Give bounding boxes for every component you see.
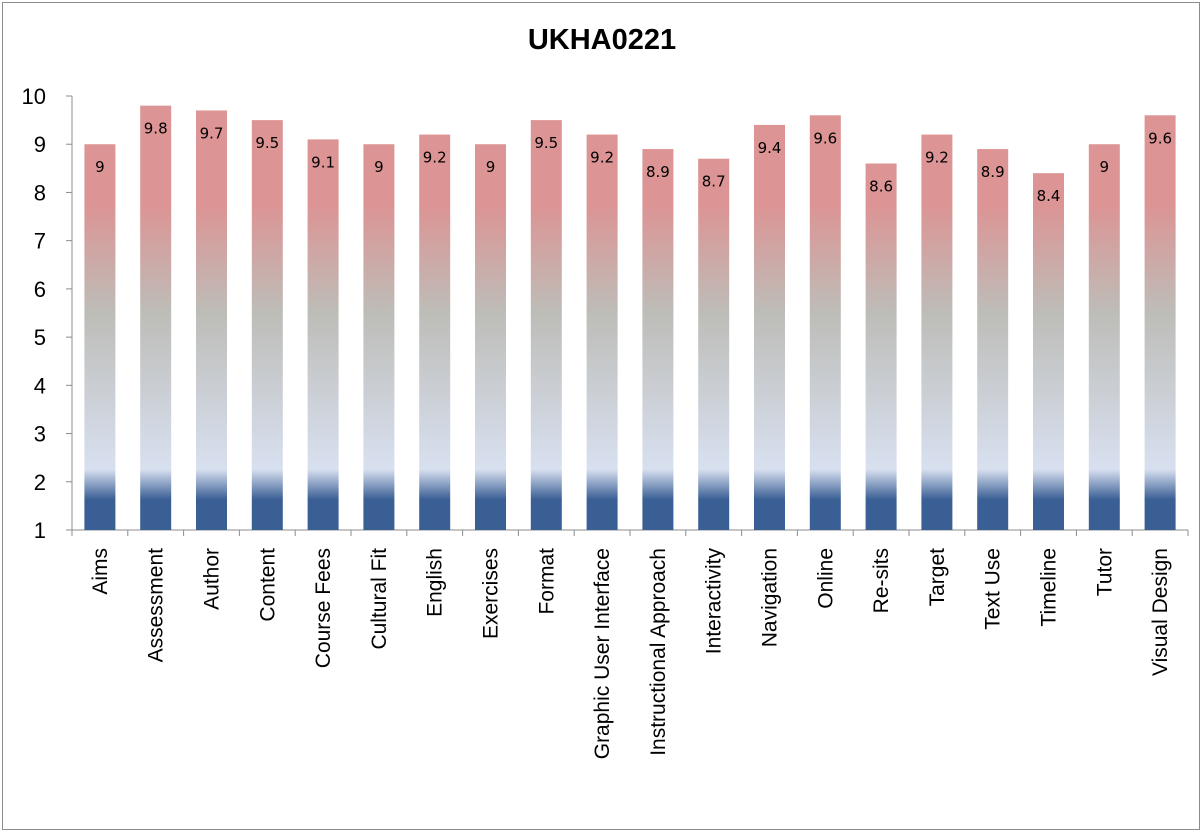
y-tick-label: 4 (34, 373, 46, 398)
bar (307, 139, 339, 530)
data-label: 9.8 (144, 120, 168, 138)
bar (475, 144, 506, 530)
category-label: Visual Design (1149, 548, 1172, 676)
x-axis (71, 529, 1189, 536)
data-label: 9 (374, 158, 384, 176)
bar (698, 158, 730, 530)
bar (1033, 173, 1064, 530)
data-label: 9.5 (255, 134, 279, 152)
y-tick-label: 9 (34, 132, 46, 157)
category-label: Navigation (759, 548, 782, 647)
y-tick-label: 1 (34, 518, 46, 543)
bar (1088, 144, 1120, 530)
data-labels: 9 9.8 9.7 9.5 9.1 9 9.2 9 9.5 9.2 8.9 8.7 9.4 9.6 8.6 9… (95, 120, 1172, 206)
data-label: 9.5 (534, 134, 558, 152)
category-label: Instructional Approach (647, 548, 670, 756)
bar (865, 163, 897, 530)
bar (977, 149, 1009, 531)
data-label: 9.6 (1148, 129, 1172, 147)
bar (1144, 115, 1176, 531)
y-tick-label: 3 (34, 422, 46, 447)
bar-series (84, 105, 1176, 531)
y-tick-label: 7 (34, 229, 46, 254)
category-label: Author (201, 548, 224, 610)
data-label: 8.9 (646, 163, 670, 181)
data-label: 9.2 (590, 149, 614, 167)
data-label: 8.6 (869, 178, 893, 196)
bar (363, 144, 395, 530)
bar (921, 134, 953, 531)
bar (84, 144, 116, 530)
category-label: Tutor (1093, 548, 1116, 596)
data-label: 9 (95, 158, 105, 176)
data-label: 9.7 (200, 124, 224, 142)
y-tick-label: 8 (34, 180, 46, 205)
data-label: 9.2 (423, 149, 447, 167)
category-label: Graphic User Interface (591, 548, 614, 759)
data-label: 9.2 (925, 149, 949, 167)
category-label: Cultural Fit (368, 548, 391, 650)
y-axis: 1 2 3 4 5 6 7 8 9 10 (22, 84, 73, 543)
bar (530, 120, 562, 530)
data-label: 8.4 (1037, 187, 1061, 205)
bar (586, 134, 618, 531)
chart-title: UKHA0221 (527, 24, 677, 56)
bar (419, 134, 451, 531)
bar (140, 105, 172, 531)
data-label: 8.7 (702, 173, 726, 191)
y-tick-label: 10 (22, 84, 46, 109)
y-tick-label: 6 (34, 277, 46, 302)
category-label: Format (535, 548, 558, 615)
data-label: 9 (486, 158, 496, 176)
category-label: Content (256, 548, 279, 622)
category-labels: Aims Assessment Author Content Course Fees Cu… (89, 548, 1172, 760)
data-label: 9.6 (813, 129, 837, 147)
category-label: Exercises (480, 548, 503, 639)
bar (754, 124, 785, 530)
bar (642, 149, 674, 531)
category-label: English (424, 548, 447, 617)
y-tick-label: 2 (34, 470, 46, 495)
data-label: 9.1 (311, 153, 335, 171)
category-label: Interactivity (703, 548, 726, 655)
bar (196, 110, 227, 530)
bar (251, 120, 283, 530)
data-label: 9.4 (758, 139, 782, 157)
data-label: 8.9 (981, 163, 1005, 181)
category-label: Course Fees (312, 548, 335, 668)
category-label: Text Use (982, 548, 1005, 630)
bar (809, 115, 841, 531)
y-tick-label: 5 (34, 325, 46, 350)
category-label: Aims (89, 548, 112, 595)
category-label: Assessment (145, 548, 168, 663)
category-label: Target (926, 548, 949, 607)
category-label: Re-sits (870, 548, 893, 613)
category-label: Online (814, 548, 837, 609)
category-label: Timeline (1038, 548, 1061, 627)
data-label: 9 (1100, 158, 1110, 176)
